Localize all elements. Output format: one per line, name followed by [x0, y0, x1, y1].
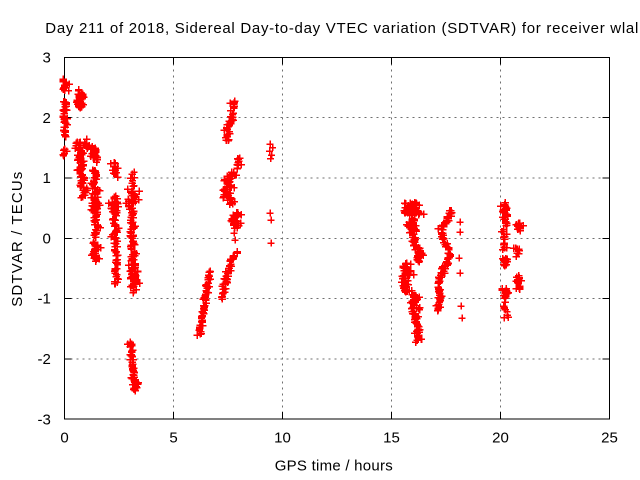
svg-text:5: 5 [169, 430, 177, 447]
svg-text:-2: -2 [37, 351, 50, 368]
svg-text:15: 15 [383, 430, 400, 447]
svg-text:0: 0 [42, 231, 50, 248]
svg-text:SDTVAR / TECUs: SDTVAR / TECUs [9, 172, 26, 307]
svg-text:3: 3 [42, 50, 50, 67]
svg-text:2: 2 [42, 110, 50, 127]
svg-text:-1: -1 [37, 291, 50, 308]
svg-text:-3: -3 [37, 411, 50, 428]
svg-text:0: 0 [60, 430, 68, 447]
svg-text:Day 211 of 2018, Sidereal Day-: Day 211 of 2018, Sidereal Day-to-day VTE… [45, 20, 638, 37]
svg-text:10: 10 [274, 430, 291, 447]
svg-text:20: 20 [492, 430, 509, 447]
svg-text:1: 1 [42, 170, 50, 187]
svg-text:25: 25 [601, 430, 618, 447]
svg-text:GPS time / hours: GPS time / hours [275, 458, 393, 475]
